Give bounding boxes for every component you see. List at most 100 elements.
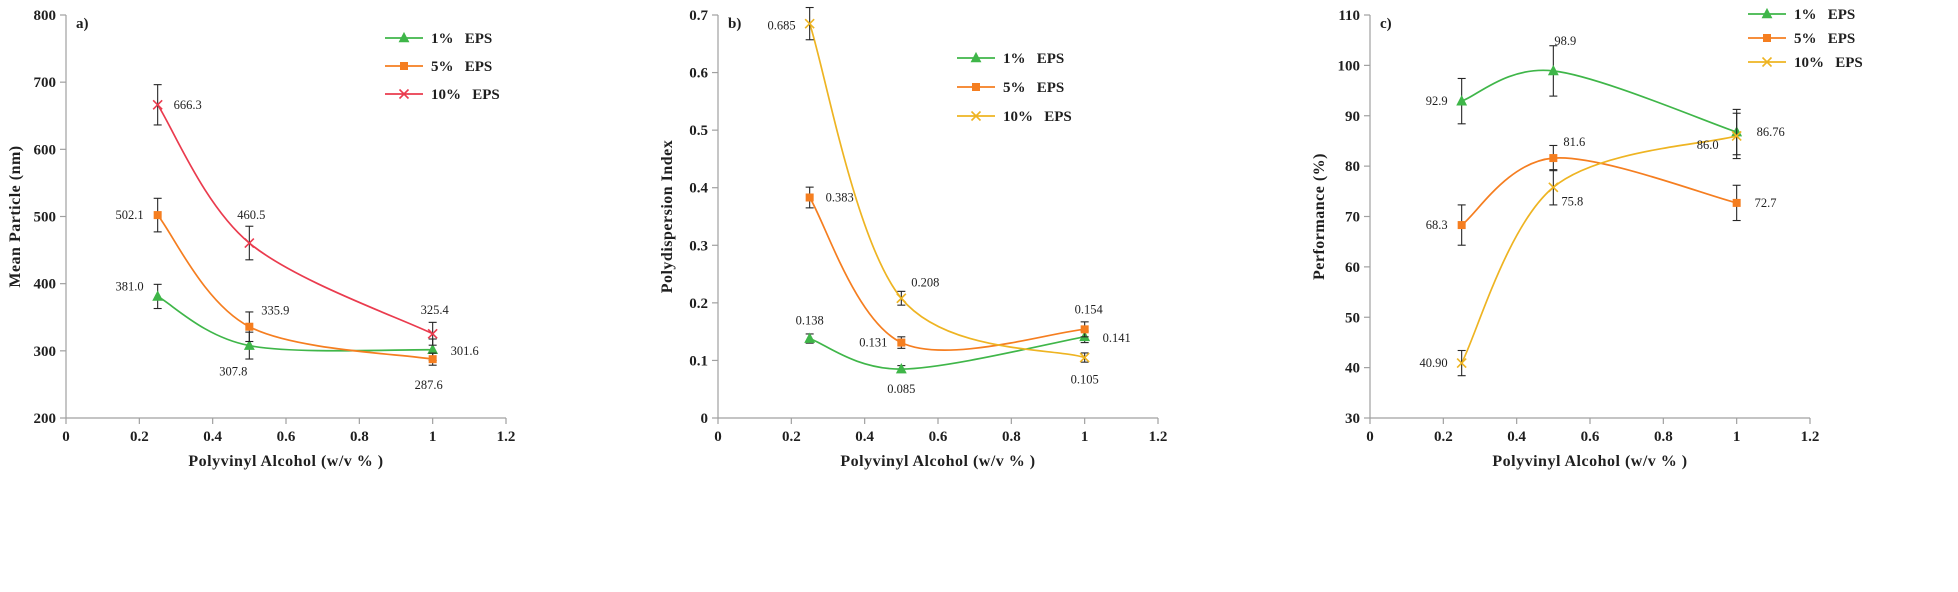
x-tick-label: 0.6 <box>929 429 948 445</box>
panel-letter: c) <box>1380 16 1392 32</box>
marker-x-icon-eps-10 <box>244 237 255 249</box>
marker-square-icon-legend-eps-5 <box>972 83 980 91</box>
legend-label-eps-10: 10% EPS <box>431 87 500 103</box>
y-tick-label: 80 <box>1345 159 1360 175</box>
marker-square-icon-eps-5 <box>1457 221 1466 230</box>
marker-square-icon-legend-eps-5 <box>400 62 408 70</box>
y-tick-label: 200 <box>34 411 57 427</box>
chart-panel-a: 200 300 400 500 600 700 800 0 0.2 0.4 0.6 0.8 1 1.2 Po… <box>0 0 652 592</box>
y-tick-label: 70 <box>1345 210 1360 226</box>
series-line-eps-1 <box>1461 69 1737 133</box>
x-tick-label: 0.8 <box>1002 429 1021 445</box>
marker-x-icon-legend-eps-10 <box>1761 56 1773 68</box>
x-axis-title: Polyvinyl Alcohol (w/v % ) <box>1492 453 1687 470</box>
data-point-label: 0.208 <box>911 275 939 289</box>
legend-label-eps-5: 5% EPS <box>431 59 492 75</box>
series-line-eps-10 <box>156 104 434 335</box>
marker-x-icon-eps-10 <box>1731 130 1742 141</box>
x-tick-label: 0 <box>1366 429 1374 445</box>
x-tick-label: 1 <box>1733 429 1741 445</box>
marker-triangle-icon-eps-1 <box>243 339 255 350</box>
marker-triangle-icon-eps-1 <box>1456 95 1468 106</box>
y-tick-label: 0 <box>701 411 709 427</box>
y-tick-label: 600 <box>34 142 57 158</box>
series-line-eps-10 <box>808 23 1085 359</box>
data-point-label: 86.76 <box>1757 125 1785 139</box>
marker-x-icon-eps-10 <box>427 328 438 339</box>
marker-x-icon-eps-10 <box>804 18 815 29</box>
x-tick-label: 0.2 <box>1434 429 1453 445</box>
marker-triangle-icon-eps-1 <box>804 332 816 343</box>
y-tick-label: 0.2 <box>689 296 708 312</box>
chart-b-svg: 0 0.1 0.2 0.3 0.4 0.5 0.6 0.7 0 0.2 0.4 0.6 0.8 1 1.2 P… <box>659 6 1167 470</box>
y-tick-label: 700 <box>34 75 57 91</box>
data-point-label: 307.8 <box>219 365 247 379</box>
y-tick-label: 500 <box>34 210 57 226</box>
x-tick-label: 0.4 <box>203 429 222 445</box>
y-axis-title: Mean Particle (nm) <box>7 145 24 287</box>
x-tick-label: 0.8 <box>1654 429 1673 445</box>
marker-x-icon-eps-10 <box>896 293 907 304</box>
x-tick-label: 0.6 <box>1581 429 1600 445</box>
marker-square-icon-eps-5 <box>805 193 814 202</box>
y-tick-label: 300 <box>34 344 57 360</box>
y-axis-title: Polydispersion Index <box>659 140 676 294</box>
data-point-label: 335.9 <box>261 304 289 318</box>
data-point-label: 68.3 <box>1426 218 1448 232</box>
x-axis-title: Polyvinyl Alcohol (w/v % ) <box>840 453 1035 470</box>
data-point-label: 502.1 <box>116 208 144 222</box>
marker-x-icon-eps-10 <box>152 99 163 110</box>
data-point-label: 92.9 <box>1426 94 1448 108</box>
x-tick-label: 1.2 <box>497 429 516 445</box>
x-tick-label: 0.4 <box>855 429 874 445</box>
legend-label-eps-1: 1% EPS <box>431 31 492 47</box>
series-line-eps-1 <box>157 295 433 352</box>
data-point-label: 0.105 <box>1071 373 1099 387</box>
x-tick-label: 1 <box>1081 429 1089 445</box>
y-tick-label: 800 <box>34 8 57 24</box>
panel-letter: a) <box>76 16 89 32</box>
marker-square-icon-eps-5 <box>897 338 906 347</box>
marker-triangle-icon-legend-eps-1 <box>1761 7 1773 19</box>
data-point-label: 0.085 <box>887 382 915 396</box>
series-line-eps-5 <box>1461 157 1737 226</box>
marker-square-icon-legend-eps-5 <box>1763 34 1771 42</box>
data-point-label: 0.685 <box>768 19 796 33</box>
marker-square-icon-eps-5 <box>1549 154 1558 163</box>
x-axis-title: Polyvinyl Alcohol (w/v % ) <box>188 453 383 470</box>
marker-square-icon-eps-5 <box>245 322 254 331</box>
data-point-label: 460.5 <box>237 208 265 222</box>
data-point-label: 0.383 <box>826 191 854 205</box>
y-tick-label: 90 <box>1345 109 1360 125</box>
legend-label-eps-10: 10% EPS <box>1003 109 1072 125</box>
data-point-label: 0.131 <box>859 336 887 350</box>
marker-x-icon-eps-10 <box>1456 358 1467 369</box>
marker-triangle-icon-eps-1 <box>1547 64 1559 76</box>
y-tick-label: 0.5 <box>689 123 708 139</box>
data-point-label: 287.6 <box>415 378 443 392</box>
data-point-label: 325.4 <box>421 303 450 317</box>
data-point-label: 72.7 <box>1755 196 1777 210</box>
legend-label-eps-1: 1% EPS <box>1794 7 1855 23</box>
data-point-label: 98.9 <box>1554 34 1576 48</box>
marker-x-icon-eps-10 <box>1548 182 1559 193</box>
series-line-eps-10 <box>1460 135 1737 364</box>
y-tick-label: 100 <box>1338 58 1361 74</box>
data-point-label: 0.154 <box>1075 302 1104 316</box>
data-point-label: 81.6 <box>1563 135 1585 149</box>
data-point-label: 301.6 <box>451 344 479 358</box>
x-tick-label: 1 <box>429 429 437 445</box>
x-tick-label: 1.2 <box>1801 429 1820 445</box>
series-line-eps-5 <box>808 197 1085 351</box>
chart-c-svg: 30 40 50 60 70 80 90 100 110 0 0.2 0.4 0.6 0.8 1 1.2 Pol… <box>1311 7 1863 470</box>
data-point-label: 0.138 <box>796 314 824 328</box>
x-tick-label: 0 <box>62 429 70 445</box>
y-axis-title: Performance (%) <box>1311 153 1328 280</box>
y-tick-label: 110 <box>1338 8 1360 24</box>
y-tick-label: 0.7 <box>689 8 708 24</box>
data-point-label: 75.8 <box>1561 194 1583 208</box>
legend-label-eps-5: 5% EPS <box>1003 80 1064 96</box>
chart-panel-b: 0 0.1 0.2 0.3 0.4 0.5 0.6 0.7 0 0.2 0.4 0.6 0.8 1 1.2 P… <box>652 0 1304 592</box>
series-line-eps-1 <box>809 335 1085 370</box>
